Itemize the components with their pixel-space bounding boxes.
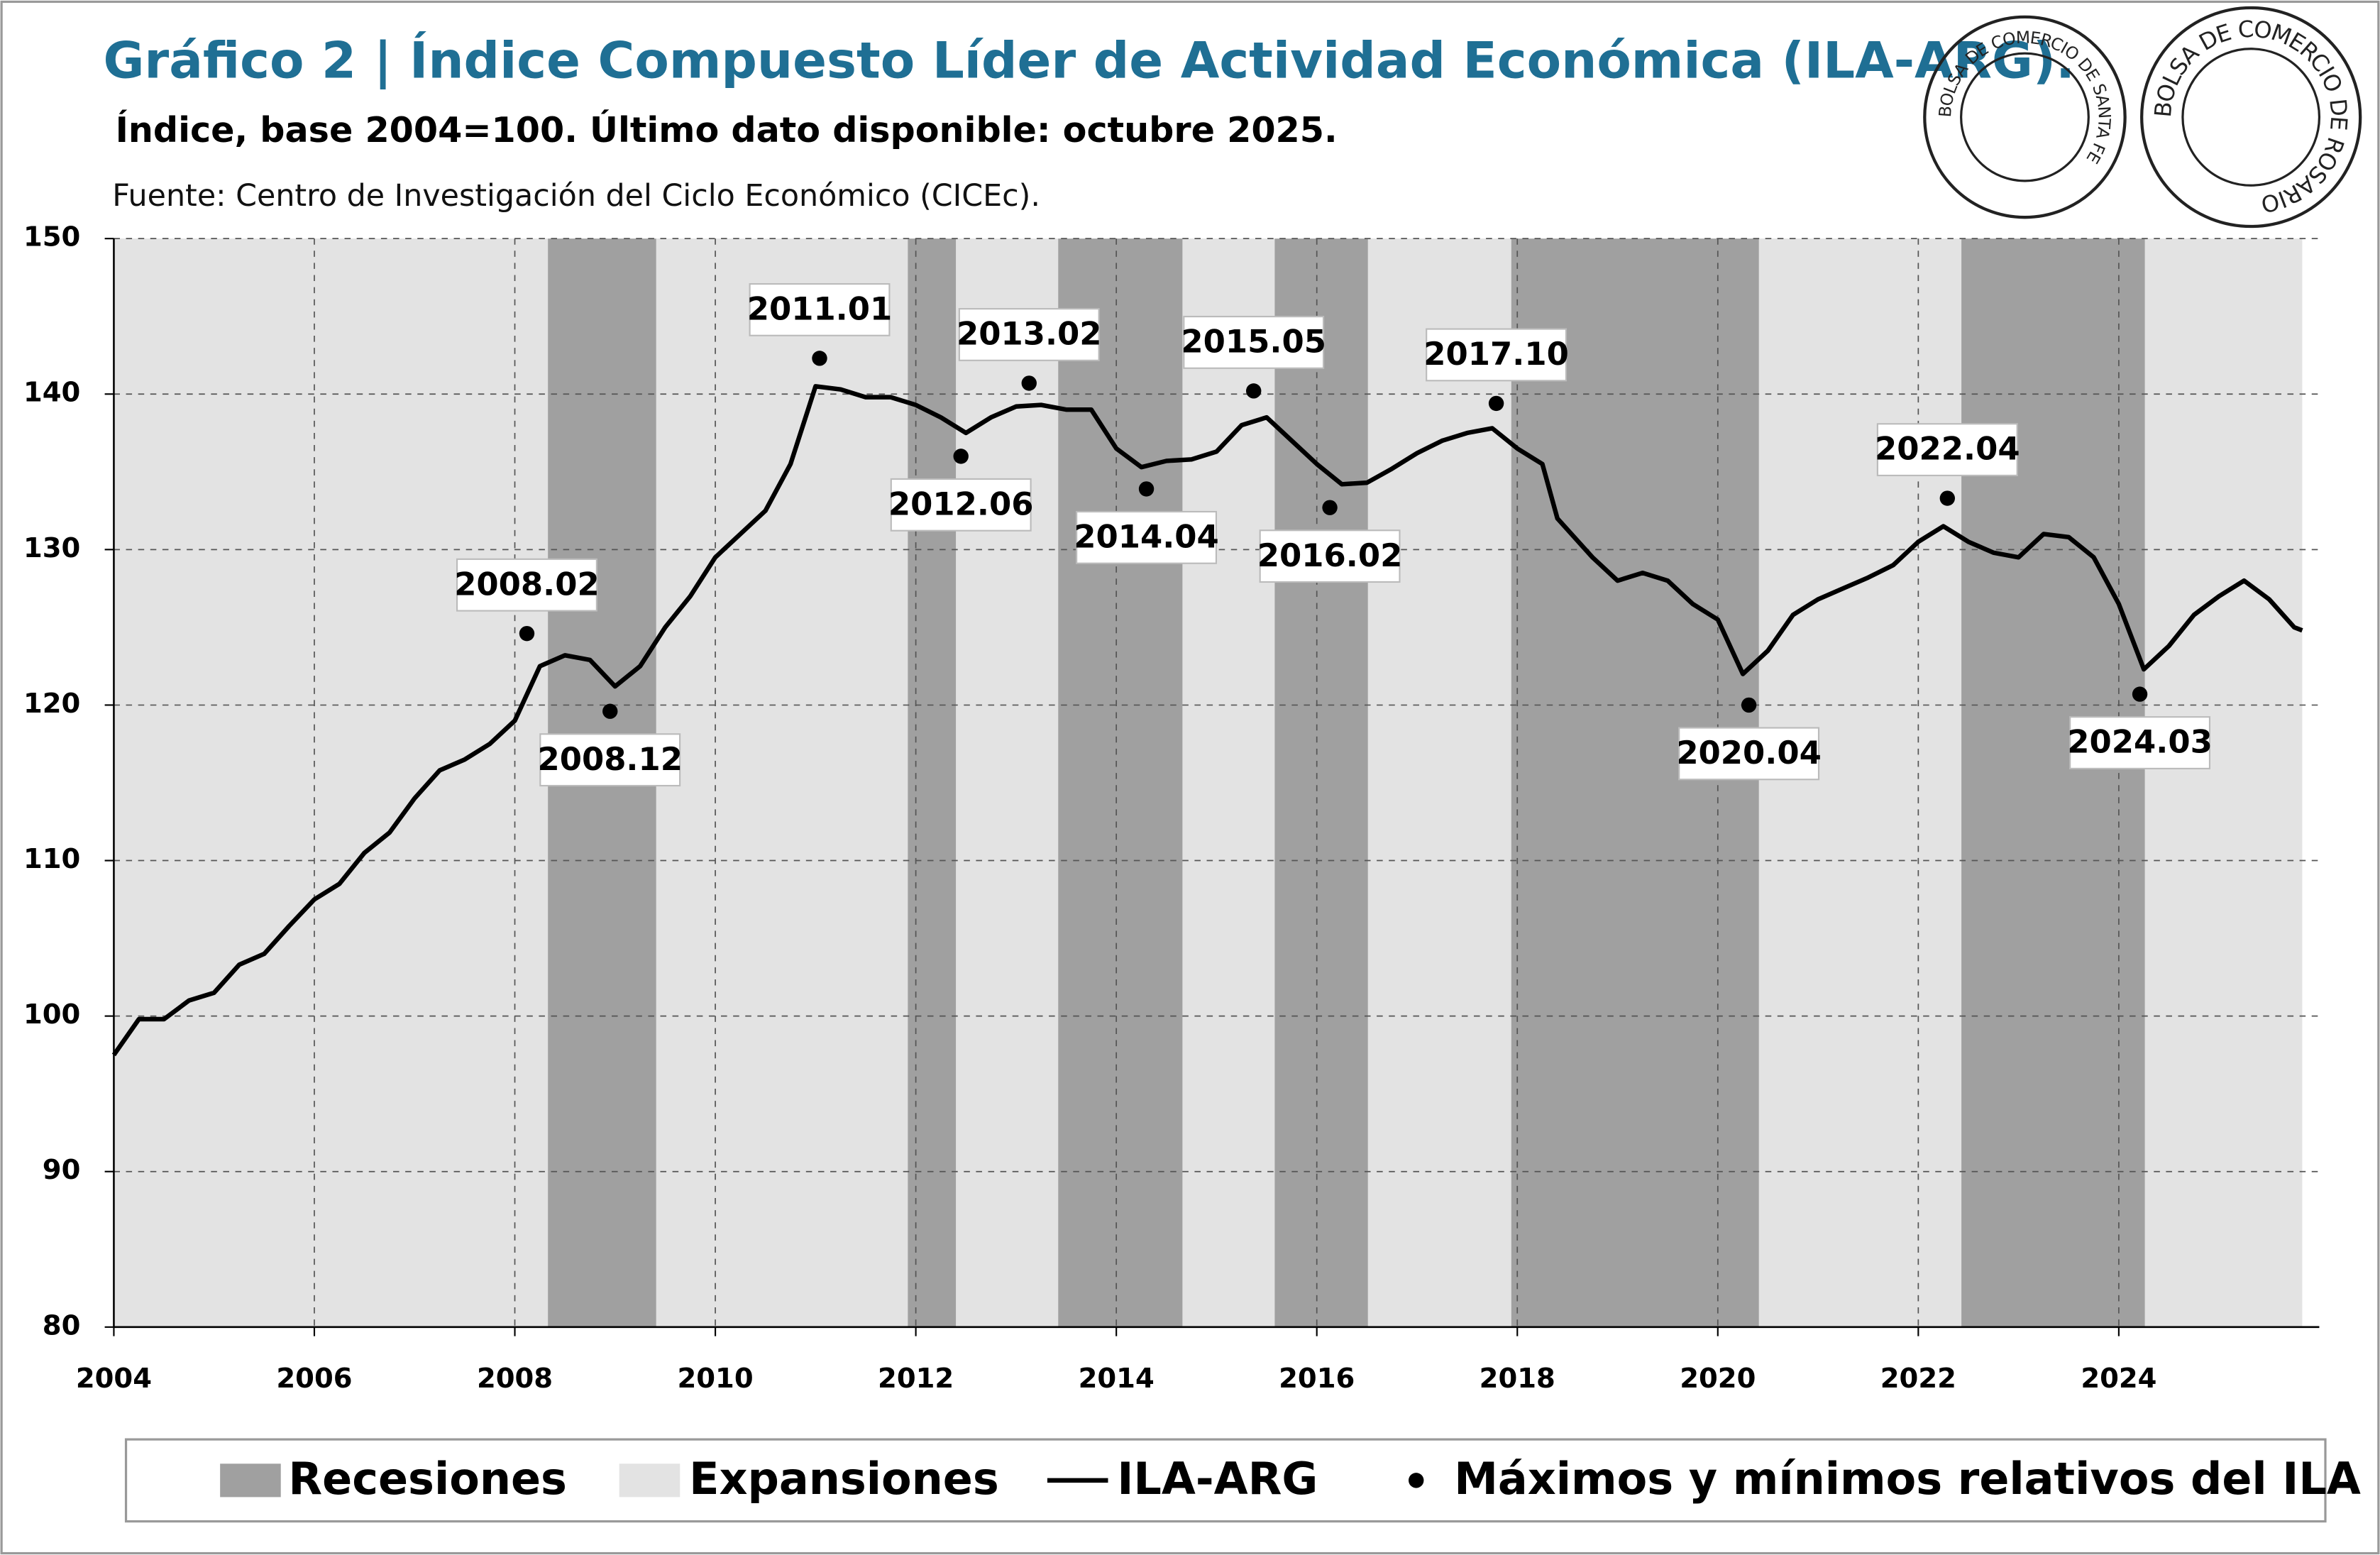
extremum-label: 2013.02 — [957, 315, 1102, 353]
x-tick-label: 2004 — [76, 1363, 152, 1395]
legend-label: Expansiones — [689, 1453, 999, 1505]
legend — [124, 1438, 2327, 1523]
label-box — [958, 308, 1100, 361]
extremum-dot — [602, 703, 618, 719]
label-box — [539, 733, 681, 787]
recession-band — [1058, 238, 1183, 1327]
expansion-band — [1367, 238, 1511, 1327]
x-tick-label: 2024 — [2081, 1363, 2156, 1395]
x-tick-label: 2010 — [677, 1363, 753, 1395]
extremum-dot — [2132, 686, 2148, 702]
label-box — [890, 478, 1032, 532]
recession-band — [1511, 238, 1759, 1327]
x-tick-label: 2012 — [878, 1363, 954, 1395]
y-tick-label: 150 — [23, 221, 80, 253]
legend-label: ILA-ARG — [1117, 1453, 1318, 1505]
extremum-label: 2017.10 — [1423, 335, 1569, 373]
label-box — [456, 558, 597, 612]
label-box — [1183, 315, 1325, 369]
logo-ring — [1960, 52, 2090, 182]
extremum-label: 2024.03 — [2067, 723, 2213, 761]
extremum-dot — [1021, 375, 1037, 391]
expansion-band — [1758, 238, 1962, 1327]
extremum-dot — [1322, 500, 1338, 515]
expansion-band — [956, 238, 1059, 1327]
extremum-label: 2014.04 — [1074, 517, 1219, 555]
chart-title: Gráfico 2 | Índice Compuesto Líder de Ac… — [103, 31, 2074, 91]
x-tick-label: 2008 — [477, 1363, 553, 1395]
plot-area — [113, 238, 2320, 1328]
extremum-dot — [953, 449, 969, 464]
extremum-label: 2012.06 — [888, 485, 1034, 522]
label-box — [1426, 328, 1568, 382]
extremum-label: 2016.02 — [1257, 537, 1403, 574]
extremum-dot — [1246, 383, 1262, 399]
extremum-label: 2022.04 — [1875, 430, 2020, 468]
label-box — [2069, 716, 2211, 769]
label-box — [1259, 529, 1401, 583]
expansion-band — [2144, 238, 2303, 1327]
x-tick-label: 2022 — [1880, 1363, 1956, 1395]
y-tick-label: 120 — [23, 688, 80, 720]
legend-swatch — [1409, 1473, 1424, 1488]
recession-band — [908, 238, 957, 1327]
y-tick-label: 80 — [43, 1309, 81, 1341]
extremum-label: 2020.04 — [1676, 734, 1822, 771]
extremum-dot — [812, 351, 827, 366]
extremum-dot — [1138, 481, 1155, 497]
legend-swatch — [619, 1463, 681, 1498]
y-tick-label: 130 — [23, 532, 80, 564]
legend-label: Recesiones — [288, 1453, 567, 1505]
extremum-dot — [1741, 697, 1757, 713]
logo-ring — [1923, 15, 2127, 219]
extremum-dot — [1939, 490, 1956, 506]
label-box — [749, 282, 891, 336]
y-tick-label: 100 — [23, 999, 80, 1031]
recession-band — [1274, 238, 1368, 1327]
extremum-label: 2011.01 — [747, 290, 893, 328]
y-tick-label: 90 — [43, 1154, 81, 1186]
extremum-label: 2015.05 — [1181, 323, 1326, 361]
chart-subtitle: Índice, base 2004=100. Último dato dispo… — [116, 109, 1338, 150]
extremum-label: 2008.12 — [537, 740, 683, 778]
x-tick-label: 2020 — [1680, 1363, 1756, 1395]
logo-ring — [2140, 6, 2362, 229]
label-box — [1876, 423, 2018, 477]
extremum-dot — [519, 625, 535, 642]
label-box — [1076, 510, 1218, 564]
y-tick-label: 110 — [23, 843, 80, 875]
x-tick-label: 2014 — [1079, 1363, 1155, 1395]
x-tick-label: 2006 — [276, 1363, 352, 1395]
expansion-band — [1182, 238, 1275, 1327]
legend-label: Máximos y mínimos relativos del ILA — [1454, 1453, 2361, 1505]
extremum-dot — [1488, 395, 1504, 412]
expansion-band — [114, 238, 549, 1327]
x-tick-label: 2018 — [1480, 1363, 1555, 1395]
label-box — [1678, 727, 1820, 781]
recession-band — [1961, 238, 2145, 1327]
legend-swatch — [220, 1463, 281, 1498]
expansion-band — [656, 238, 908, 1327]
y-tick-label: 140 — [23, 377, 80, 409]
logo-ring — [2181, 48, 2321, 187]
x-tick-label: 2016 — [1279, 1363, 1355, 1395]
extremum-label: 2008.02 — [454, 565, 600, 603]
chart-source: Fuente: Centro de Investigación del Cicl… — [112, 178, 1040, 214]
ila-line — [111, 384, 2303, 1057]
